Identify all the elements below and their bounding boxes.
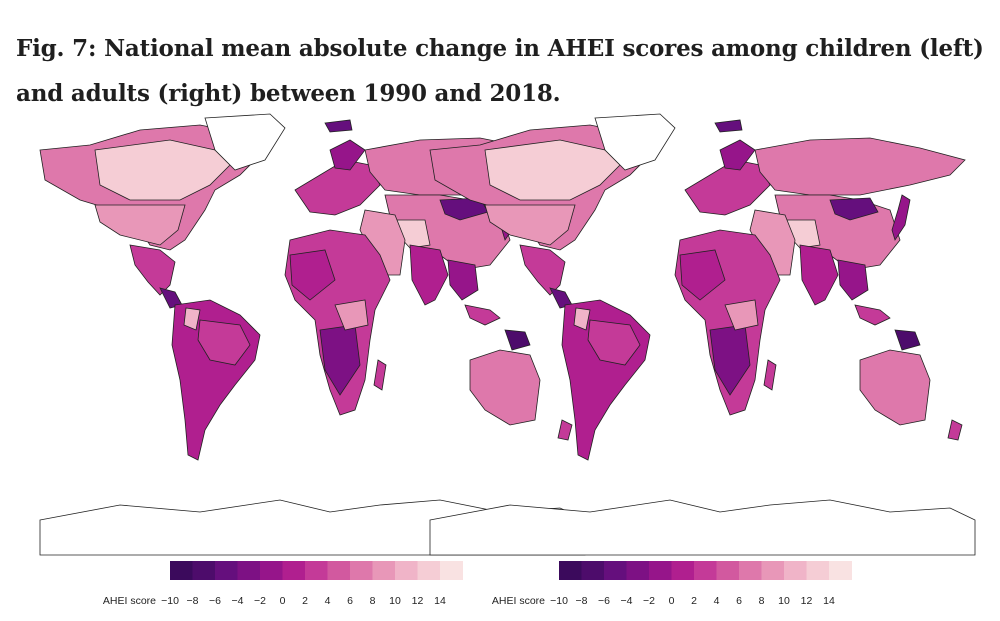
legend-tick-label: 10 (778, 595, 790, 607)
legend-title: AHEI score (492, 595, 545, 607)
legend-swatch (350, 561, 373, 580)
legend-swatch (806, 561, 830, 580)
legend-tick-label: 6 (736, 595, 742, 607)
legend-tick-label: 12 (412, 595, 424, 607)
legend-tick-label: 10 (389, 595, 401, 607)
legend-title: AHEI score (103, 595, 156, 607)
legend-tick-label: 6 (347, 595, 353, 607)
legend-swatch (581, 561, 605, 580)
legend-tick-label: 12 (801, 595, 813, 607)
legend-swatch (739, 561, 762, 580)
legend-tick-label: −2 (643, 595, 655, 607)
legend-swatch (372, 561, 396, 580)
legend-swatch (761, 561, 785, 580)
legend-swatch (649, 561, 672, 580)
legend-tick-label: 14 (823, 595, 835, 607)
legend-tick-label: 14 (434, 595, 446, 607)
legend-tick-label: 4 (714, 595, 720, 607)
legend-tick-label: −8 (187, 595, 199, 607)
legend-tick-label: 0 (669, 595, 675, 607)
legend-swatch (237, 561, 261, 580)
legend-adults: −10 −8 −6 −4 −2 0 2 4 6 8 10 12 14 AHEI score (492, 561, 852, 607)
legend-tick-label: 8 (370, 595, 376, 607)
legend-swatch (671, 561, 695, 580)
legend-tick-label: −6 (209, 595, 221, 607)
legend-swatch (694, 561, 717, 580)
legend-tick-label: −8 (576, 595, 588, 607)
legend-tick-label: −10 (550, 595, 568, 607)
legend-children: −10 −8 −6 −4 −2 0 2 4 6 8 10 12 14 AHEI score (103, 561, 463, 607)
legend-swatch (327, 561, 351, 580)
legend-swatch (395, 561, 418, 580)
legend-swatch (192, 561, 216, 580)
legend-swatch (784, 561, 807, 580)
legend-swatch (604, 561, 627, 580)
legend-swatch (282, 561, 306, 580)
legend-swatch (170, 561, 193, 580)
legend-swatch (716, 561, 740, 580)
legend-tick-label: −10 (161, 595, 179, 607)
legend-swatch (626, 561, 650, 580)
legend-tick-label: −4 (232, 595, 244, 607)
legend-tick-label: −4 (621, 595, 633, 607)
legend-swatch (305, 561, 328, 580)
legend-tick-label: 2 (691, 595, 697, 607)
legend-swatch (829, 561, 852, 580)
legend-swatch (559, 561, 582, 580)
legend-tick-label: 8 (759, 595, 765, 607)
legend-tick-label: 0 (280, 595, 286, 607)
legend-tick-label: 2 (302, 595, 308, 607)
legend-tick-label: −6 (598, 595, 610, 607)
legend-swatch (215, 561, 238, 580)
legend-swatch (417, 561, 441, 580)
legend-tick-label: 4 (325, 595, 331, 607)
figure-title: Fig. 7: National mean absolute change in… (16, 35, 984, 107)
legend-swatch (260, 561, 283, 580)
legend-swatch (440, 561, 463, 580)
legend-tick-label: −2 (254, 595, 266, 607)
